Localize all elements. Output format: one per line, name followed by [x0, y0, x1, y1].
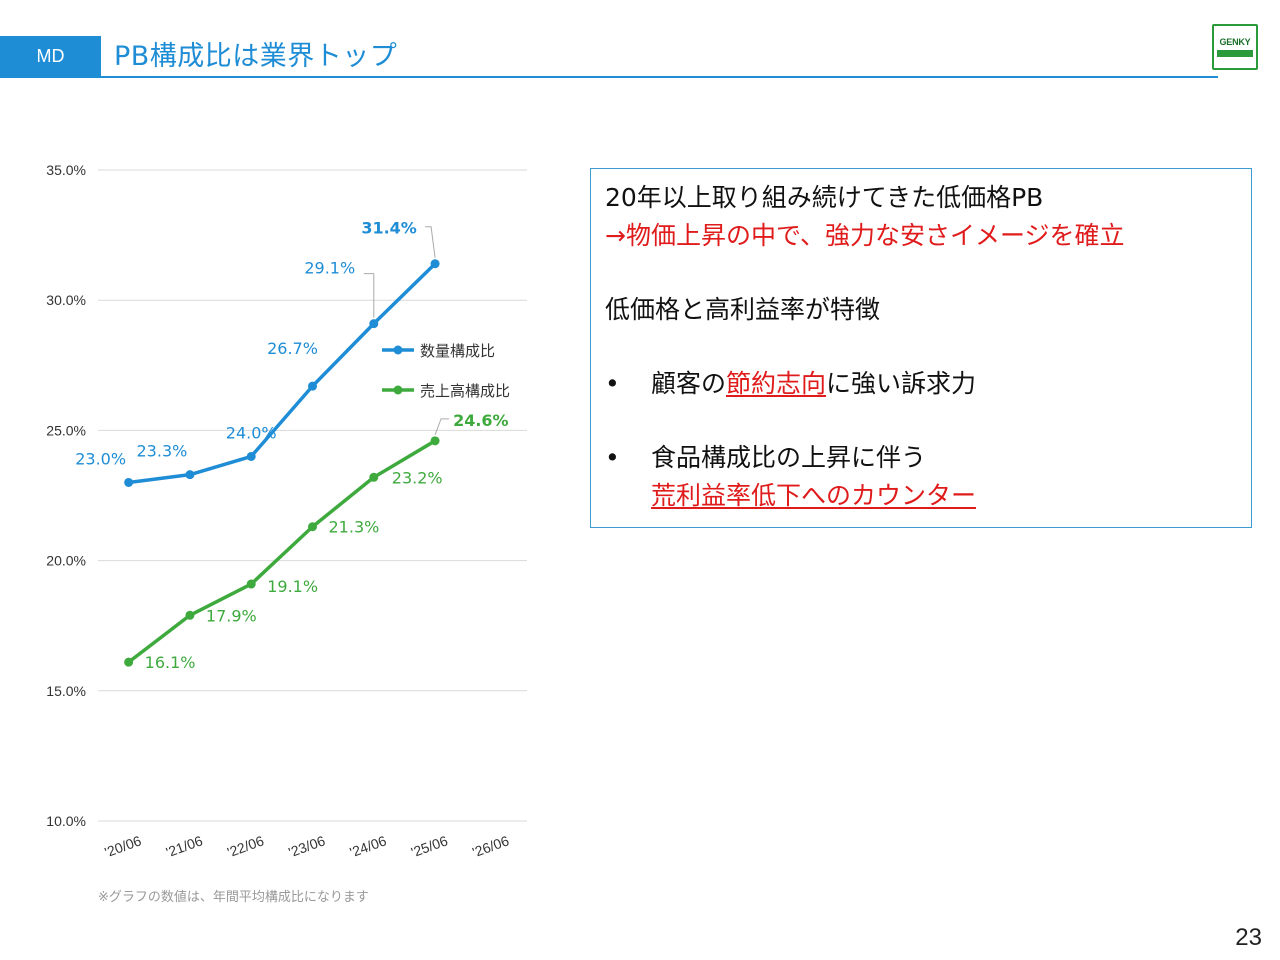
page-number: 23	[1235, 924, 1262, 951]
logo-bar	[1217, 50, 1253, 57]
data-point	[185, 610, 195, 620]
page-title: PB構成比は業界トップ	[114, 41, 398, 72]
section-label: MD	[36, 45, 65, 66]
legend-label: 数量構成比	[420, 342, 495, 360]
bullet1-text-highlight: 節約志向	[726, 369, 827, 398]
x-tick-label: '23/06	[286, 832, 327, 860]
info-line-feature: 低価格と高利益率が特徴	[605, 295, 881, 324]
data-point	[124, 657, 134, 667]
x-tick-label: '25/06	[409, 832, 450, 860]
data-label: 23.0%	[75, 449, 126, 468]
data-point	[124, 477, 134, 487]
bullet-item-appeal: • 顧客の節約志向に強い訴求力	[605, 365, 1251, 403]
x-tick-label: '21/06	[164, 832, 205, 860]
company-logo: GENKY	[1212, 24, 1258, 70]
data-point	[308, 522, 317, 532]
bullet2-text-line1: 食品構成比の上昇に伴う	[651, 443, 927, 472]
section-tab: MD	[0, 36, 101, 76]
data-label: 29.1%	[304, 259, 355, 278]
y-tick-label: 30.0%	[46, 292, 86, 308]
title-divider	[0, 76, 1218, 78]
legend-swatch-dot	[393, 385, 403, 395]
y-tick-label: 25.0%	[46, 422, 86, 438]
bullet-item-counter: • 食品構成比の上昇に伴う 荒利益率低下へのカウンター	[605, 439, 1251, 515]
series-line	[128, 262, 437, 485]
chart-footnote: ※グラフの数値は、年間平均構成比になります	[98, 890, 369, 905]
data-label: 26.7%	[267, 339, 318, 358]
data-point	[430, 436, 440, 446]
y-tick-label: 15.0%	[46, 683, 86, 699]
info-line-intro: 20年以上取り組み続けてきた低価格PB	[605, 183, 1044, 212]
x-tick-label: '22/06	[225, 832, 266, 860]
data-label: 19.1%	[267, 577, 318, 596]
series-line	[127, 439, 436, 664]
bullet-icon: •	[605, 443, 620, 472]
data-point	[369, 319, 379, 329]
leader-line	[425, 226, 436, 258]
bullet1-text-post: に強い訴求力	[826, 369, 977, 398]
bullet2-text-line2: 荒利益率低下へのカウンター	[651, 481, 977, 510]
data-point	[308, 381, 317, 391]
line-chart: 10.0% 15.0% 20.0% 25.0% 30.0% 35.0% '20/06 '21/…	[46, 162, 527, 860]
data-point	[369, 472, 379, 482]
x-tick-label: '26/06	[470, 832, 511, 860]
x-tick-label: '24/06	[348, 832, 389, 860]
data-point	[246, 579, 256, 589]
data-label: 24.6%	[453, 411, 509, 430]
logo-text: GENKY	[1219, 37, 1251, 47]
data-label: 31.4%	[361, 219, 417, 238]
y-tick-label: 35.0%	[46, 162, 86, 178]
data-point	[185, 470, 195, 480]
data-label: 23.3%	[137, 442, 188, 461]
leader-line	[363, 273, 375, 318]
data-point	[246, 451, 256, 461]
data-label: 23.2%	[392, 468, 443, 487]
bullet1-text-pre: 顧客の	[651, 369, 727, 398]
data-label: 17.9%	[206, 606, 257, 625]
data-label: 21.3%	[329, 518, 380, 537]
data-point	[430, 259, 440, 269]
x-tick-label: '20/06	[102, 832, 143, 860]
info-line-highlight: →物価上昇の中で、強力な安さイメージを確立	[605, 221, 1125, 250]
legend-label: 売上高構成比	[420, 382, 510, 400]
legend-swatch-dot	[393, 345, 403, 355]
data-label: 24.0%	[226, 423, 277, 442]
leader-line	[434, 418, 450, 435]
y-tick-label: 10.0%	[46, 813, 86, 829]
info-box: 20年以上取り組み続けてきた低価格PB →物価上昇の中で、強力な安さイメージを確…	[590, 168, 1252, 528]
y-tick-label: 20.0%	[46, 553, 86, 569]
bullet-icon: •	[605, 369, 620, 398]
data-label: 16.1%	[145, 653, 196, 672]
